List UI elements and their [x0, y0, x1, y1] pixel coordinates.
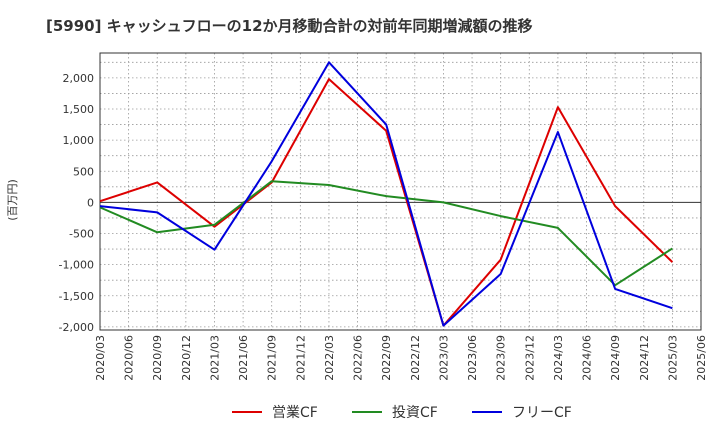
plot-frame: [99, 52, 702, 331]
x-tick-label: 2020/03: [94, 335, 107, 381]
y-tick-label: -1,500: [59, 290, 94, 303]
grid: [100, 53, 701, 330]
x-tick-label: 2024/12: [638, 335, 651, 381]
y-tick-label: 0: [87, 196, 94, 209]
x-tick-label: 2022/09: [380, 335, 393, 381]
x-tick-label: 2025/03: [666, 335, 679, 381]
x-axis-ticks: 2020/03 2020/06 2020/09 2020/12 2021/03 2021/…: [94, 335, 708, 381]
x-tick-label: 2021/09: [266, 335, 279, 381]
series-line: [99, 61, 673, 327]
x-tick-label: 2020/09: [151, 335, 164, 381]
y-axis-label: (百万円): [6, 179, 19, 221]
legend: 営業CF 投資CF フリーCF: [232, 405, 572, 421]
series-line: [99, 78, 674, 327]
x-tick-label: 2020/06: [123, 335, 136, 381]
y-axis-ticks: 2,000 1,500 1,000 500 0 -500 -1,000 -1,500 -2,00…: [59, 72, 94, 334]
x-tick-label: 2021/03: [208, 335, 221, 381]
x-tick-label: 2021/12: [294, 335, 307, 381]
x-tick-label: 2024/06: [581, 335, 594, 381]
x-tick-label: 2021/06: [237, 335, 250, 381]
legend-label: 投資CF: [392, 405, 438, 421]
y-tick-label: 2,000: [63, 72, 95, 85]
x-tick-label: 2025/06: [695, 335, 708, 381]
legend-label: 営業CF: [272, 405, 318, 421]
x-tick-label: 2022/06: [352, 335, 365, 381]
x-tick-label: 2023/06: [466, 335, 479, 381]
x-tick-label: 2024/03: [552, 335, 565, 381]
x-tick-label: 2022/12: [409, 335, 422, 381]
y-tick-label: -2,000: [59, 321, 94, 334]
legend-label: フリーCF: [512, 405, 572, 421]
series-line: [99, 180, 673, 287]
x-tick-label: 2020/12: [180, 335, 193, 381]
chart-title: [5990] キャッシュフローの12か月移動合計の対前年同期増減額の推移: [46, 17, 533, 35]
y-tick-label: 1,000: [63, 134, 95, 147]
x-tick-label: 2023/12: [523, 335, 536, 381]
series-lines: [99, 61, 674, 327]
x-tick-label: 2024/09: [609, 335, 622, 381]
x-tick-label: 2023/09: [495, 335, 508, 381]
y-tick-label: -1,000: [59, 259, 94, 272]
y-tick-label: 1,500: [63, 103, 95, 116]
x-tick-label: 2022/03: [323, 335, 336, 381]
y-tick-label: -500: [69, 228, 94, 241]
x-tick-label: 2023/03: [437, 335, 450, 381]
y-tick-label: 500: [73, 165, 94, 178]
